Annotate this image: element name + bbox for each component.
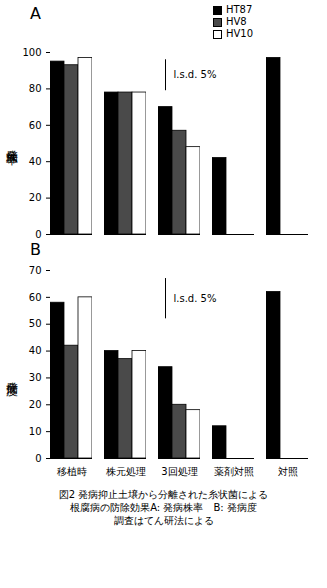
svg-text:20: 20	[29, 192, 42, 203]
svg-text:20: 20	[29, 399, 42, 410]
svg-text:40: 40	[29, 345, 42, 356]
svg-text:0: 0	[35, 229, 41, 240]
html-text:発病度: 発病度	[5, 371, 19, 375]
svg-text:60: 60	[29, 292, 42, 303]
html-text:HT87: HT87	[225, 4, 253, 15]
svg-text:60: 60	[29, 120, 42, 131]
svg-text:移植時: 移植時	[57, 466, 87, 477]
html-text:A: A	[30, 4, 41, 23]
svg-text:株元処理: 株元処理	[105, 466, 146, 477]
svg-text:l.s.d. 5%: l.s.d. 5%	[174, 293, 217, 304]
svg-text:0: 0	[35, 453, 41, 464]
svg-text:100: 100	[22, 47, 41, 58]
svg-text:3回処理: 3回処理	[161, 466, 197, 477]
svg-text:40: 40	[29, 156, 42, 167]
html-text:発病株率: 発病株率	[5, 140, 19, 144]
html-text:HV8: HV8	[225, 16, 247, 27]
html-text:調査はてん研法による: 調査はてん研法による	[113, 515, 214, 526]
svg-text:70: 70	[29, 265, 42, 276]
svg-text:l.s.d. 5%: l.s.d. 5%	[174, 69, 217, 80]
svg-text:50: 50	[29, 318, 42, 329]
html-text:HV10: HV10	[225, 28, 253, 39]
svg-text:80: 80	[29, 83, 42, 94]
html-text:根腐病の防除効果A: 発病株率 B: 発病度: 根腐病の防除効果A: 発病株率 B: 発病度	[70, 502, 257, 513]
svg-text:薬剤対照: 薬剤対照	[214, 466, 254, 477]
svg-text:10: 10	[29, 426, 42, 437]
svg-text:対照: 対照	[278, 466, 298, 477]
html-text:図2 発病抑止土壌から分離された糸状菌による: 図2 発病抑止土壌から分離された糸状菌による	[58, 489, 269, 500]
html-text:B: B	[30, 240, 41, 259]
svg-text:30: 30	[29, 372, 42, 383]
